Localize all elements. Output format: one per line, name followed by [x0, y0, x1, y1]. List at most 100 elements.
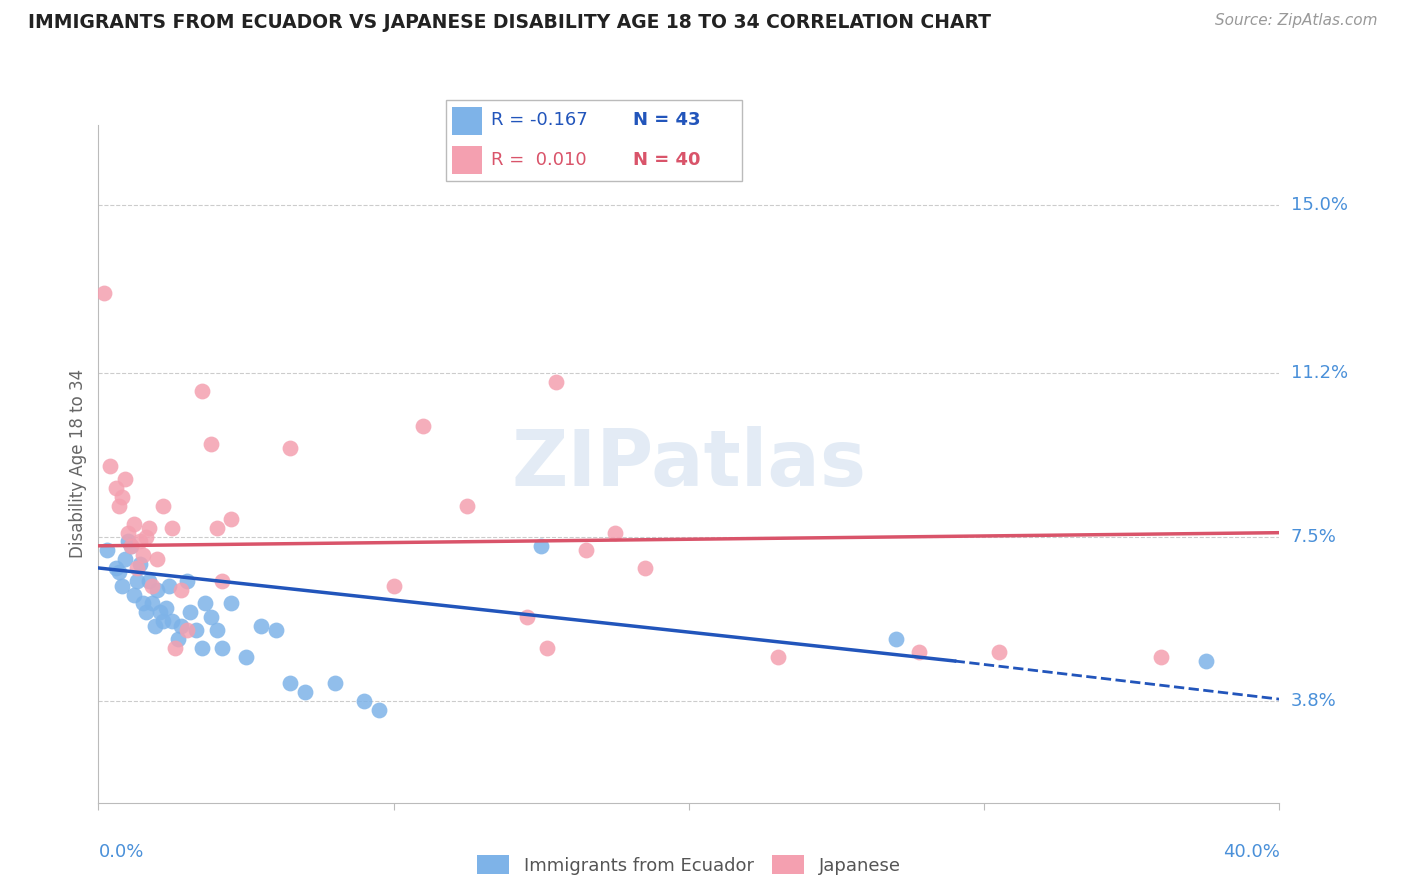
- Point: [114, 552, 136, 566]
- Point: [138, 574, 160, 589]
- Point: [219, 596, 242, 610]
- Point: [152, 614, 174, 628]
- Point: [146, 583, 169, 598]
- Y-axis label: Disability Age 18 to 34: Disability Age 18 to 34: [69, 369, 87, 558]
- Point: [135, 605, 157, 619]
- Point: [170, 618, 193, 632]
- Point: [141, 579, 163, 593]
- Point: [132, 596, 155, 610]
- Point: [605, 525, 627, 540]
- Point: [167, 632, 190, 646]
- Bar: [451, 107, 482, 135]
- Point: [141, 596, 163, 610]
- Point: [149, 605, 172, 619]
- Point: [117, 525, 139, 540]
- Point: [530, 539, 553, 553]
- Point: [165, 640, 187, 655]
- Text: Source: ZipAtlas.com: Source: ZipAtlas.com: [1215, 13, 1378, 29]
- Point: [179, 605, 201, 619]
- Point: [155, 600, 177, 615]
- Point: [884, 632, 907, 646]
- Text: R = -0.167: R = -0.167: [491, 112, 588, 129]
- Point: [412, 419, 434, 434]
- Legend: Immigrants from Ecuador, Japanese: Immigrants from Ecuador, Japanese: [470, 848, 908, 882]
- Point: [323, 676, 346, 690]
- Point: [515, 609, 537, 624]
- FancyBboxPatch shape: [446, 100, 742, 181]
- Point: [235, 649, 257, 664]
- Point: [114, 472, 136, 486]
- Text: 7.5%: 7.5%: [1291, 528, 1337, 546]
- Point: [456, 499, 478, 513]
- Point: [278, 676, 302, 690]
- Point: [205, 521, 228, 535]
- Text: 15.0%: 15.0%: [1291, 195, 1347, 214]
- Point: [908, 645, 931, 659]
- Point: [108, 499, 131, 513]
- Point: [194, 596, 217, 610]
- Point: [544, 375, 567, 389]
- Point: [191, 640, 214, 655]
- Point: [105, 561, 128, 575]
- Text: N = 40: N = 40: [633, 151, 700, 169]
- Point: [176, 623, 198, 637]
- Point: [353, 694, 375, 708]
- Point: [96, 543, 118, 558]
- Point: [132, 548, 155, 562]
- Point: [278, 442, 302, 456]
- Text: 3.8%: 3.8%: [1291, 692, 1336, 710]
- Text: ZIPatlas: ZIPatlas: [512, 425, 866, 502]
- Point: [1150, 649, 1173, 664]
- Point: [176, 574, 198, 589]
- Point: [111, 579, 134, 593]
- Point: [138, 521, 160, 535]
- Point: [108, 566, 131, 580]
- Text: 11.2%: 11.2%: [1291, 364, 1348, 382]
- Text: 40.0%: 40.0%: [1223, 844, 1279, 862]
- Point: [1195, 654, 1218, 668]
- Text: IMMIGRANTS FROM ECUADOR VS JAPANESE DISABILITY AGE 18 TO 34 CORRELATION CHART: IMMIGRANTS FROM ECUADOR VS JAPANESE DISA…: [28, 13, 991, 32]
- Point: [152, 499, 174, 513]
- Point: [93, 286, 115, 301]
- Point: [382, 579, 405, 593]
- Point: [205, 623, 228, 637]
- Point: [211, 574, 233, 589]
- Bar: [451, 146, 482, 175]
- Point: [536, 640, 558, 655]
- Point: [162, 614, 183, 628]
- Point: [264, 623, 287, 637]
- Point: [162, 521, 183, 535]
- Text: 0.0%: 0.0%: [98, 844, 143, 862]
- Point: [128, 557, 150, 571]
- Point: [157, 579, 180, 593]
- Point: [987, 645, 1010, 659]
- Point: [294, 685, 316, 699]
- Point: [368, 703, 391, 717]
- Point: [633, 561, 655, 575]
- Point: [122, 516, 145, 531]
- Point: [184, 623, 207, 637]
- Point: [120, 539, 142, 553]
- Point: [146, 552, 169, 566]
- Point: [191, 384, 214, 398]
- Point: [105, 481, 128, 495]
- Point: [125, 561, 148, 575]
- Point: [120, 539, 142, 553]
- Point: [250, 618, 273, 632]
- Text: N = 43: N = 43: [633, 112, 700, 129]
- Point: [211, 640, 233, 655]
- Point: [766, 649, 789, 664]
- Point: [117, 534, 139, 549]
- Point: [574, 543, 596, 558]
- Point: [200, 609, 222, 624]
- Point: [219, 512, 242, 526]
- Point: [111, 490, 134, 504]
- Point: [125, 574, 148, 589]
- Point: [200, 437, 222, 451]
- Point: [98, 458, 121, 473]
- Point: [143, 618, 166, 632]
- Point: [122, 588, 145, 602]
- Point: [170, 583, 193, 598]
- Point: [135, 530, 157, 544]
- Text: R =  0.010: R = 0.010: [491, 151, 586, 169]
